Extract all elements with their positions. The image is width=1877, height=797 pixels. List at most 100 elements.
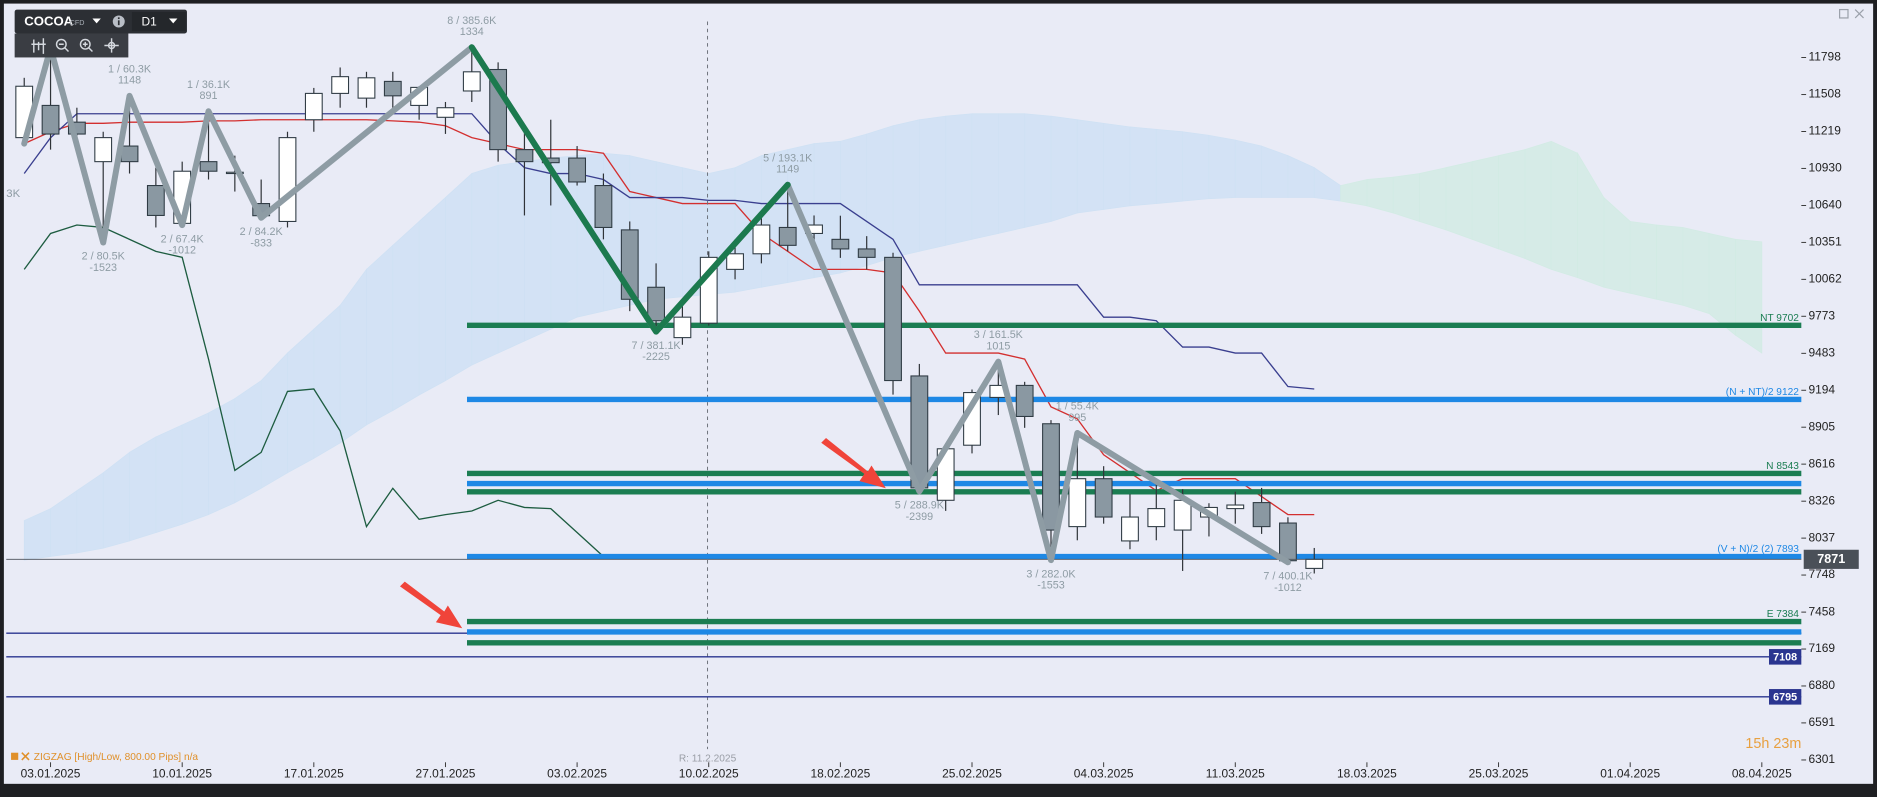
candle-body [1094,478,1113,518]
candle-body [1252,502,1271,528]
cloud-segment [1445,161,1473,240]
candle-body [594,185,613,228]
x-tick-label: 03.02.2025 [547,766,607,780]
indicator-icon[interactable] [11,752,19,760]
level-box [1769,689,1802,705]
candle-body [647,286,665,322]
candle-body [1279,522,1297,562]
zoom-out-button[interactable] [55,38,70,52]
countdown: 15h 23m [1745,736,1801,752]
zigzag-label: 7 / 400.1K [1263,570,1313,582]
zigzag-swing: 1015 [986,341,1010,353]
zigzag-label: 2 / 84.2K [240,226,284,238]
candle-body [331,76,350,94]
cloud-segment [524,157,552,342]
candle-body [752,224,771,255]
indicator-remove[interactable] [21,752,30,761]
cloud-segment [366,244,394,426]
y-tick-label: 11219 [1808,124,1841,138]
zigzag-label: 2 / 67.4K [161,233,205,245]
candle-body [120,145,139,163]
zigzag-swing: -2399 [906,511,934,523]
zigzag-swing: -1012 [168,245,196,257]
candle-body [568,157,587,183]
indicator-line [23,113,1315,390]
cloud-segment [1735,238,1763,354]
candle-body [94,137,113,163]
window-controls [1839,8,1864,19]
timeframe-selector[interactable]: D1 [131,11,186,32]
indicators-button[interactable] [31,38,46,54]
zoom-in-button[interactable] [79,38,93,52]
level-label: (V + N)/2 (2) 7893 [1717,544,1799,555]
close-button[interactable] [1854,9,1864,19]
y-tick-label: 8326 [1808,493,1835,507]
y-tick-label: 8616 [1808,456,1835,470]
cloud-segment [392,220,420,412]
x-tick-label: 27.01.2025 [416,766,476,780]
candle-body [1015,384,1034,417]
candle-body [357,77,376,99]
cloud-segment [1656,224,1684,306]
zigzag-swing: -1523 [89,262,117,274]
y-tick-label: 9773 [1808,308,1835,322]
zigzag-swing: -2225 [642,351,670,363]
zigzag-swing: -1553 [1037,580,1065,592]
cloud-segment [1419,167,1447,231]
range-marker-label: R: 11.2.2025 [679,753,737,764]
zigzag-label: 8 / 385.6K [447,15,497,27]
cloud-segment [445,172,473,382]
toolbar: COCOA CFD D1 [14,9,187,58]
candle-body [146,185,165,216]
level-value: 7108 [1773,651,1797,663]
zigzag-label: 5 / 193.1K [763,152,813,164]
y-tick-label: 6880 [1808,678,1835,692]
zigzag-label: 2 / 80.5K [82,251,126,263]
y-tick-label: 11508 [1808,87,1841,101]
x-tick-label: 01.04.2025 [1600,766,1660,780]
candle-body [462,71,481,92]
maximize-button[interactable] [1839,8,1849,19]
icon [58,43,70,52]
y-tick-label: 8037 [1808,530,1835,544]
zigzag-swing: 1334 [460,26,484,38]
candle-body [383,80,402,97]
cloud-segment [1129,126,1157,207]
info-icon-glyph [117,17,120,20]
zigzag-swing: 1149 [776,164,799,176]
icon [107,41,116,50]
level-label: NT 9702 [1760,313,1799,324]
candle-body [41,104,60,135]
x-tick-label: 04.03.2025 [1074,766,1134,780]
cloud-segment [471,164,499,366]
cloud-segment [971,113,999,240]
candle-body [726,253,744,270]
candle-body [199,161,218,172]
candle-body [1121,516,1139,542]
cloud-segment [655,161,683,300]
indicator-line [23,224,604,558]
candle-body [278,137,297,222]
icon [104,38,119,53]
cloud-segment [1024,113,1052,228]
front-layer: 11798 11508 11219 10930 10640 10351 10062 9773 9… [21,15,1859,780]
cloud-segment [997,113,1026,234]
cloud-segment [866,125,894,267]
cloud-segment [1182,131,1210,202]
zigzag-swing: 1148 [118,75,141,87]
y-tick-label: 6301 [1808,752,1835,766]
zigzag-label: 5 / 288.9K [895,500,945,512]
symbol-selector[interactable]: COCOA CFD [24,14,101,29]
crosshair-button[interactable] [104,38,119,53]
y-tick-label: 8905 [1808,419,1835,433]
zigzag-swing: -1012 [1274,582,1302,594]
indicator-label: ZIGZAG [High/Low, 800.00 Pips] n/a [34,752,199,763]
cloud-segment [1682,227,1710,315]
y-tick-label: 9194 [1808,382,1835,396]
level-box [1769,649,1802,665]
candle-body [1068,478,1087,528]
icon [79,38,91,50]
dropdown-icon [92,18,101,24]
y-tick-label: 7169 [1808,641,1835,655]
icon [82,41,93,52]
